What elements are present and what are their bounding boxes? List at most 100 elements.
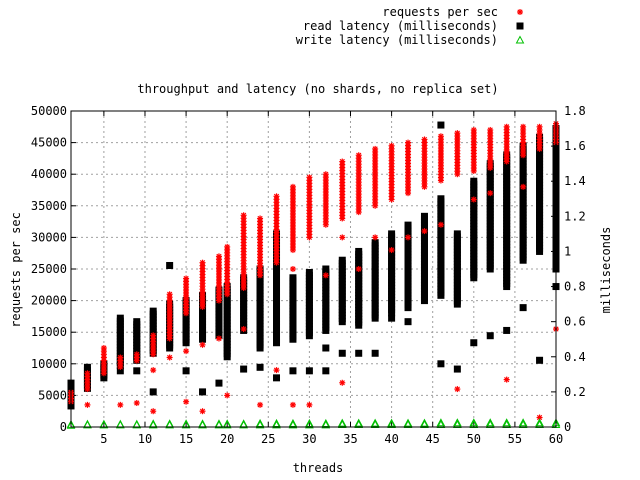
requests-per-sec-point <box>437 177 444 184</box>
requests-per-sec-point <box>388 247 395 254</box>
requests-per-sec-point <box>166 335 173 342</box>
requests-per-sec-point <box>421 228 428 235</box>
requests-per-sec-point <box>133 399 140 406</box>
write-latency-point <box>387 419 396 429</box>
requests-per-sec-point <box>421 183 428 190</box>
read-latency-point <box>503 283 511 291</box>
requests-per-sec-point <box>100 370 107 377</box>
y2-tick-label: 1.6 <box>564 139 586 153</box>
y2-tick-label: 0.2 <box>564 385 586 399</box>
requests-per-sec-point <box>289 401 296 408</box>
write-latency-point <box>181 420 191 429</box>
requests-per-sec-point <box>503 158 510 165</box>
requests-per-sec-point <box>470 168 477 175</box>
x-tick-label: 20 <box>220 432 234 446</box>
write-latency-point <box>83 420 92 429</box>
write-latency-point <box>535 419 544 429</box>
requests-per-sec-point <box>224 291 231 298</box>
y2-tick-label: 0 <box>564 420 571 434</box>
requests-per-sec-point <box>257 272 264 279</box>
y2-tick-label: 1.2 <box>564 209 586 223</box>
y-tick-label: 20000 <box>31 294 67 308</box>
read-latency-point <box>371 314 379 322</box>
write-latency-point <box>403 419 413 429</box>
read-latency-point <box>100 374 108 382</box>
write-latency-point <box>518 419 528 429</box>
read-latency-point <box>256 344 264 352</box>
write-latency-point <box>288 420 298 429</box>
requests-per-sec-point <box>166 354 173 361</box>
write-latency-point <box>148 420 158 429</box>
read-latency-point <box>305 332 313 340</box>
x-tick-label: 30 <box>302 432 316 446</box>
legend-marker-write-latency <box>515 35 525 44</box>
y-tick-label: 50000 <box>31 104 67 118</box>
read-latency-point <box>289 335 297 343</box>
write-latency-point <box>321 418 331 427</box>
legend-label-requests: requests per sec <box>382 5 498 19</box>
requests-per-sec-point <box>289 266 296 272</box>
read-latency-point <box>322 326 330 334</box>
read-latency-point <box>519 256 527 264</box>
write-latency-point <box>305 420 314 429</box>
requests-per-sec-point <box>388 196 395 203</box>
requests-per-sec-point <box>322 221 329 228</box>
requests-per-sec-point <box>355 209 362 216</box>
requests-per-sec-point <box>454 171 461 178</box>
y2-axis-label: milliseconds <box>599 227 613 314</box>
write-latency-point <box>255 418 265 427</box>
requests-per-sec-point <box>503 376 510 383</box>
read-latency-point <box>355 349 363 357</box>
requests-per-sec-point <box>183 398 190 405</box>
read-latency-point <box>536 247 544 255</box>
read-latency-point <box>503 326 511 334</box>
requests-per-sec-point <box>199 408 206 415</box>
x-tick-label: 55 <box>508 432 522 446</box>
read-latency-point <box>322 367 330 375</box>
requests-per-sec-point <box>150 408 157 415</box>
requests-per-sec-point <box>470 196 477 203</box>
write-latency-point <box>551 419 561 429</box>
read-latency-point <box>519 304 527 312</box>
write-latency-point <box>469 418 479 427</box>
axis-ticks: 5 10 15 20 25 30 35 40 45 50 55 6005000100001500020… <box>31 104 586 446</box>
x-tick-label: 5 <box>100 432 107 446</box>
write-latency-point <box>370 419 380 429</box>
read-latency-point <box>404 304 412 312</box>
requests-per-sec-point <box>150 367 157 374</box>
y-tick-label: 10000 <box>31 357 67 371</box>
write-latency-point <box>337 418 347 427</box>
read-latency-point <box>338 318 346 326</box>
write-latency-point <box>453 418 462 427</box>
x-axis-label: threads <box>293 461 344 475</box>
requests-per-sec-point <box>306 401 313 408</box>
y-tick-label: 45000 <box>31 136 67 150</box>
read-latency-point <box>166 261 174 269</box>
legend-label-write-latency: write latency (milliseconds) <box>296 33 498 47</box>
y-tick-label: 25000 <box>31 262 67 276</box>
read-latency-point <box>256 363 264 371</box>
read-latency-point <box>437 291 445 299</box>
y-tick-label: 35000 <box>31 199 67 213</box>
read-latency-point <box>305 367 313 375</box>
requests-per-sec-point <box>520 183 527 190</box>
read-latency-point <box>453 300 461 308</box>
read-latency-point <box>199 335 207 343</box>
requests-per-sec-point <box>405 190 412 197</box>
requests-per-sec-point <box>117 363 124 370</box>
read-latency-point <box>133 367 141 375</box>
read-latency-point <box>166 344 174 352</box>
y2-tick-label: 1.4 <box>564 174 586 188</box>
x-tick-label: 15 <box>179 432 193 446</box>
read-latency-point <box>182 367 190 375</box>
requests-per-sec-point <box>355 266 362 272</box>
requests-per-sec-point <box>339 234 346 241</box>
requests-per-sec-point <box>240 284 247 291</box>
chart-title: throughput and latency (no shards, no re… <box>137 82 498 96</box>
x-tick-label: 60 <box>549 432 563 446</box>
write-latency-point <box>469 419 479 429</box>
requests-per-sec-point <box>405 234 412 241</box>
write-latency-point <box>403 418 413 427</box>
requests-per-sec-point <box>150 348 157 355</box>
